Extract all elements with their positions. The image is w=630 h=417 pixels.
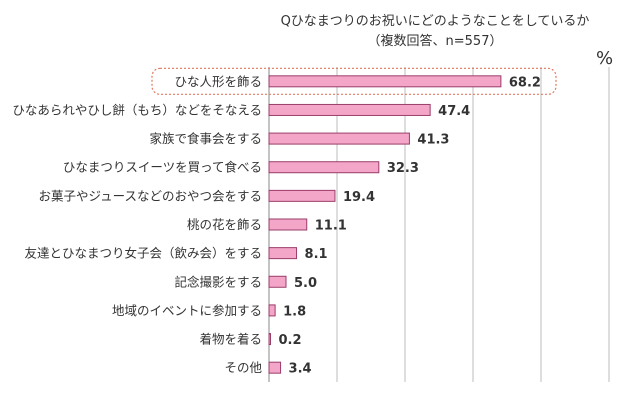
value-label: 0.2 bbox=[279, 333, 302, 348]
bar bbox=[268, 304, 276, 317]
bar bbox=[268, 275, 287, 288]
bar bbox=[268, 132, 410, 145]
value-label: 8.1 bbox=[305, 247, 328, 262]
bar bbox=[268, 189, 336, 202]
chart-title: Qひなまつりのお祝いにどのようなことをしているか bbox=[280, 14, 590, 29]
category-label: 記念撮影をする bbox=[174, 274, 262, 289]
bar bbox=[268, 218, 308, 231]
value-label: 19.4 bbox=[343, 190, 375, 205]
category-label: ひなあられやひし餅（もち）などをそなえる bbox=[12, 102, 262, 117]
category-label: ひなまつりスイーツを買って食べる bbox=[63, 160, 262, 175]
category-label: 着物を着る bbox=[199, 332, 262, 347]
bar bbox=[268, 333, 271, 346]
value-label: 47.4 bbox=[438, 104, 470, 119]
category-label: ひな人形を飾る bbox=[174, 74, 262, 89]
category-label: 友達とひなまつり女子会（飲み会）をする bbox=[24, 246, 262, 261]
bar bbox=[268, 161, 380, 174]
highlight-box bbox=[151, 67, 557, 95]
bar bbox=[268, 247, 298, 260]
value-label: 11.1 bbox=[315, 219, 347, 234]
bar bbox=[268, 103, 431, 116]
chart-subtitle: （複数回答、n=557） bbox=[367, 34, 503, 49]
category-label: 地域のイベントに参加する bbox=[112, 303, 262, 318]
value-label: 32.3 bbox=[387, 161, 419, 176]
value-label: 68.2 bbox=[509, 75, 541, 90]
unit-label: % bbox=[596, 48, 614, 69]
bar bbox=[268, 75, 502, 88]
category-label: 桃の花を飾る bbox=[187, 217, 262, 232]
value-label: 5.0 bbox=[294, 276, 317, 291]
category-label: 家族で食事会をする bbox=[149, 131, 262, 146]
category-label: その他 bbox=[224, 360, 262, 375]
bar bbox=[268, 361, 282, 374]
value-label: 3.4 bbox=[289, 362, 312, 377]
value-label: 41.3 bbox=[417, 133, 449, 148]
category-label: お菓子やジュースなどのおやつ会をする bbox=[38, 188, 262, 203]
value-label: 1.8 bbox=[283, 304, 306, 319]
